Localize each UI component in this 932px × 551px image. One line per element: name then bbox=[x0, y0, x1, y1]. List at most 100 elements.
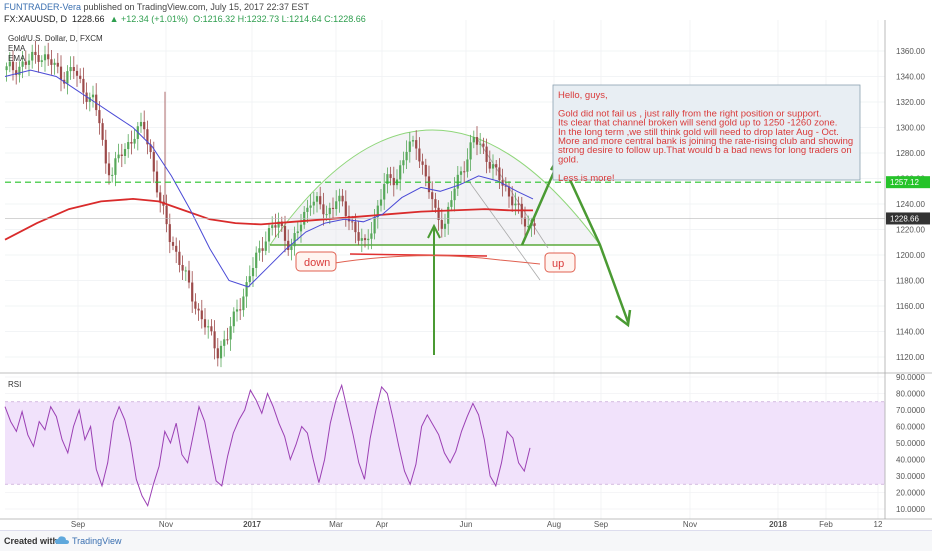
candle-body bbox=[357, 232, 360, 241]
rsi-tick-label: 60.0000 bbox=[896, 423, 925, 432]
price-tag-label: 1228.66 bbox=[890, 214, 919, 223]
candle-body bbox=[453, 188, 456, 201]
rsi-line bbox=[4, 383, 531, 507]
candle-body bbox=[88, 97, 91, 102]
y-tick-label: 1240.00 bbox=[896, 200, 925, 209]
note-line: Hello, guys, bbox=[558, 90, 608, 101]
candle-body bbox=[440, 220, 443, 229]
rsi-tick-label: 80.0000 bbox=[896, 390, 925, 399]
candle-body bbox=[290, 246, 293, 251]
candle-body bbox=[18, 66, 21, 76]
candle-body bbox=[287, 240, 290, 251]
candle-body bbox=[527, 226, 530, 228]
x-tick-label: Apr bbox=[376, 520, 389, 529]
note-line: More and more central bank is joining th… bbox=[558, 136, 853, 147]
candle-body bbox=[427, 176, 431, 193]
candle-body bbox=[376, 205, 379, 218]
y-tick-label: 1160.00 bbox=[896, 302, 925, 311]
candle-body bbox=[322, 204, 325, 215]
ema-slow-line bbox=[4, 197, 533, 241]
candle-body bbox=[130, 142, 133, 144]
candle-body bbox=[69, 67, 72, 72]
candle-body bbox=[415, 140, 418, 149]
candle-body bbox=[280, 221, 283, 227]
candle-body bbox=[123, 149, 127, 156]
x-tick-label: Nov bbox=[159, 520, 173, 529]
projection-arrow-down-head bbox=[615, 309, 632, 328]
candle-body bbox=[271, 225, 274, 229]
candle-body bbox=[191, 282, 194, 302]
candle-body bbox=[421, 161, 424, 165]
target-arrow-head bbox=[427, 223, 441, 239]
candle-body bbox=[181, 264, 184, 271]
note-line: Less is more! bbox=[558, 173, 615, 184]
candle-body bbox=[219, 345, 223, 359]
chart-header: FUNTRADER-Vera published on TradingView.… bbox=[0, 0, 932, 32]
candle-body bbox=[223, 339, 226, 346]
candle-body bbox=[50, 59, 53, 65]
candle-body bbox=[469, 142, 472, 160]
candle-body bbox=[213, 331, 216, 349]
rsi-tick-label: 30.0000 bbox=[896, 472, 925, 481]
candle-body bbox=[315, 196, 319, 202]
candle-body bbox=[296, 231, 299, 234]
candle-body bbox=[114, 158, 117, 175]
candle-body bbox=[418, 148, 421, 162]
tradingview-link[interactable]: TradingView bbox=[72, 536, 122, 546]
x-tick-label: 2017 bbox=[243, 520, 261, 529]
candle-body bbox=[245, 282, 248, 297]
candle-body bbox=[399, 165, 402, 180]
candle-body bbox=[354, 221, 357, 233]
candle-body bbox=[75, 70, 79, 76]
y-tick-label: 1360.00 bbox=[896, 47, 925, 56]
red-trend-line bbox=[349, 253, 488, 257]
candle-body bbox=[306, 207, 309, 212]
candle-body bbox=[184, 270, 187, 272]
candle-body bbox=[194, 301, 197, 309]
candle-body bbox=[504, 185, 507, 187]
candle-body bbox=[267, 228, 271, 242]
candle-body bbox=[351, 221, 354, 223]
candle-body bbox=[210, 326, 213, 332]
candle-body bbox=[344, 201, 347, 216]
y-tick-label: 1300.00 bbox=[896, 124, 925, 133]
candle-body bbox=[325, 214, 328, 216]
y-axis: 1360.00 1340.00 1320.00 1300.00 1280.00 12 60.… bbox=[0, 20, 932, 530]
ohlc-values: O:1216.32 H:1232.73 L:1214.64 C:1228.66 bbox=[193, 14, 366, 24]
candle-body bbox=[511, 196, 514, 206]
author-link[interactable]: FUNTRADER-Vera bbox=[4, 2, 82, 12]
candle-body bbox=[360, 238, 363, 241]
candle-body bbox=[34, 51, 37, 56]
candle-body bbox=[370, 233, 373, 239]
candle-body bbox=[495, 164, 498, 168]
candle-body bbox=[437, 207, 440, 221]
x-tick-label: Sep bbox=[71, 520, 86, 529]
candle-body bbox=[15, 70, 18, 76]
price-change: ▲ +12.34 (+1.01%) bbox=[109, 14, 189, 24]
candle-body bbox=[127, 142, 130, 150]
candle-body bbox=[338, 195, 341, 202]
candle-body bbox=[341, 195, 344, 202]
candle-body bbox=[159, 192, 162, 202]
note-line: Gold did not fail us , just rally from t… bbox=[558, 108, 822, 119]
down-callout-connector bbox=[334, 255, 541, 265]
candle-body bbox=[335, 201, 338, 210]
candle-body bbox=[491, 164, 495, 169]
note-line: gold. bbox=[558, 154, 579, 165]
x-tick-label: Aug bbox=[547, 520, 561, 529]
down-callout-box bbox=[295, 251, 337, 272]
price-tag bbox=[886, 176, 930, 189]
candle-body bbox=[523, 217, 527, 227]
candle-body bbox=[59, 66, 63, 80]
candle-body bbox=[443, 223, 447, 229]
candle-body bbox=[248, 276, 251, 283]
ema-legend-2: EMA bbox=[8, 54, 26, 63]
candle-body bbox=[21, 61, 24, 67]
publish-info: published on TradingView.com, July 15, 2… bbox=[81, 2, 309, 12]
price-tags: 1257.12 1228.66 bbox=[886, 176, 930, 225]
candle-body bbox=[146, 129, 149, 145]
candle-body bbox=[139, 121, 143, 127]
candle-body bbox=[72, 67, 75, 71]
candle-body bbox=[187, 270, 191, 283]
